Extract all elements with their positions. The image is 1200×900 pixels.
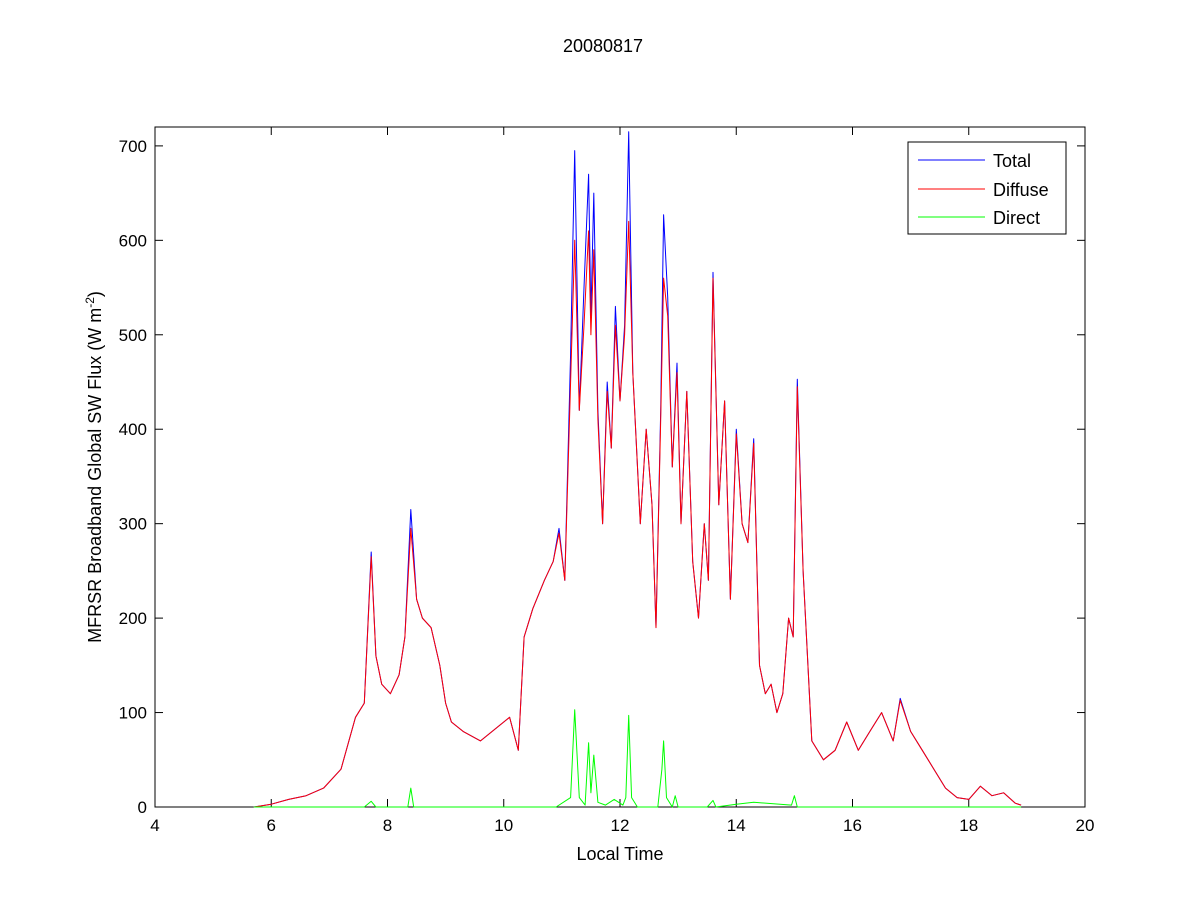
x-tick-label: 8 bbox=[383, 816, 392, 835]
x-tick-label: 6 bbox=[267, 816, 276, 835]
x-tick-label: 10 bbox=[494, 816, 513, 835]
y-tick-label: 500 bbox=[119, 326, 147, 345]
x-axis-label: Local Time bbox=[576, 844, 663, 864]
y-tick-label: 300 bbox=[119, 515, 147, 534]
legend-label-diffuse: Diffuse bbox=[993, 180, 1049, 200]
y-axis-label-main: MFRSR Broadband Global SW Flux (W m bbox=[85, 308, 105, 643]
series-line-direct bbox=[253, 709, 1022, 808]
y-tick-label: 0 bbox=[138, 798, 147, 817]
y-tick-label: 400 bbox=[119, 420, 147, 439]
legend-box bbox=[907, 141, 1067, 235]
y-tick-label: 600 bbox=[119, 231, 147, 250]
legend: Total Diffuse Direct bbox=[907, 141, 1067, 235]
series-lines bbox=[253, 131, 1022, 808]
series-line-diffuse bbox=[253, 220, 1022, 808]
y-axis-label-close: ) bbox=[85, 291, 105, 297]
x-tick-label: 18 bbox=[959, 816, 978, 835]
y-tick-label: 100 bbox=[119, 704, 147, 723]
x-tick-label: 20 bbox=[1076, 816, 1095, 835]
x-tick-label: 12 bbox=[611, 816, 630, 835]
legend-label-total: Total bbox=[993, 151, 1031, 171]
plot-area bbox=[154, 126, 1086, 808]
y-axis-label: MFRSR Broadband Global SW Flux (W m-2) bbox=[83, 291, 105, 643]
y-tick-label: 700 bbox=[119, 137, 147, 156]
chart-title: 20080817 bbox=[563, 36, 643, 56]
x-tick-label: 14 bbox=[727, 816, 746, 835]
y-axis-label-superscript: -2 bbox=[83, 297, 97, 308]
x-tick-label: 16 bbox=[843, 816, 862, 835]
x-tick-label: 4 bbox=[150, 816, 159, 835]
legend-label-direct: Direct bbox=[993, 208, 1040, 228]
y-tick-label: 200 bbox=[119, 609, 147, 628]
